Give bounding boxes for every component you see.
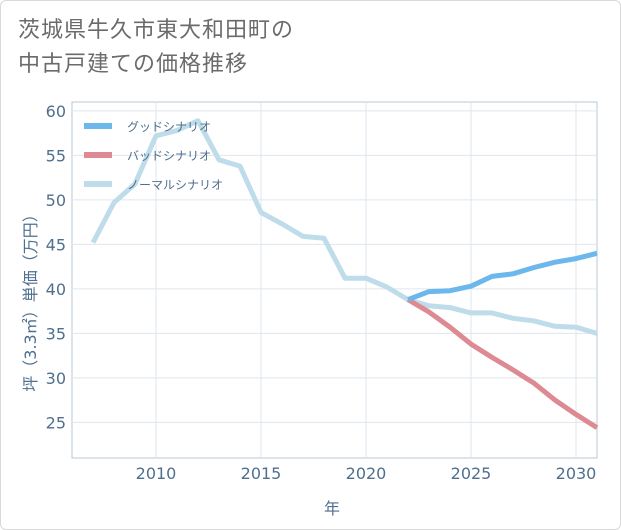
x-tick-label-2015: 2015 [241,464,282,483]
y-tick-labels: 25 30 35 40 45 50 55 60 [46,102,66,432]
y-tick-label-55: 55 [46,146,66,165]
y-tick-label-45: 45 [46,235,66,254]
y-tick-label-30: 30 [46,369,66,388]
grid [72,102,597,458]
x-tick-label-2030: 2030 [556,464,597,483]
chart-title-line-1: 茨城県牛久市東大和田町の [18,18,295,43]
y-tick-label-35: 35 [46,324,66,343]
x-tick-labels: 2010 2015 2020 2025 2030 [136,464,597,483]
y-tick-label-50: 50 [46,191,66,210]
x-axis-title: 年 [324,499,340,518]
y-tick-label-40: 40 [46,280,66,299]
series-lines [90,118,599,430]
y-axis-title: 坪（3.3㎡）単価（万円） [21,206,40,391]
legend-label-0: グッドシナリオ [127,120,211,134]
y-tick-label-60: 60 [46,102,66,121]
x-tick-label-2020: 2020 [346,464,387,483]
x-tick-label-2025: 2025 [451,464,492,483]
chart-title-line-2: 中古戸建ての価格推移 [18,52,249,77]
plot-area [71,101,598,459]
series-line-1 [406,297,599,430]
legend-label-1: バッドシナリオ [127,149,211,163]
y-tick-label-25: 25 [46,413,66,432]
series-line-0 [407,250,598,302]
chart-title: 茨城県牛久市東大和田町の 中古戸建ての価格推移 [18,14,294,82]
series-line-2 [90,118,598,336]
legend-label-2: ノーマルシナリオ [127,178,223,192]
x-tick-label-2010: 2010 [136,464,177,483]
